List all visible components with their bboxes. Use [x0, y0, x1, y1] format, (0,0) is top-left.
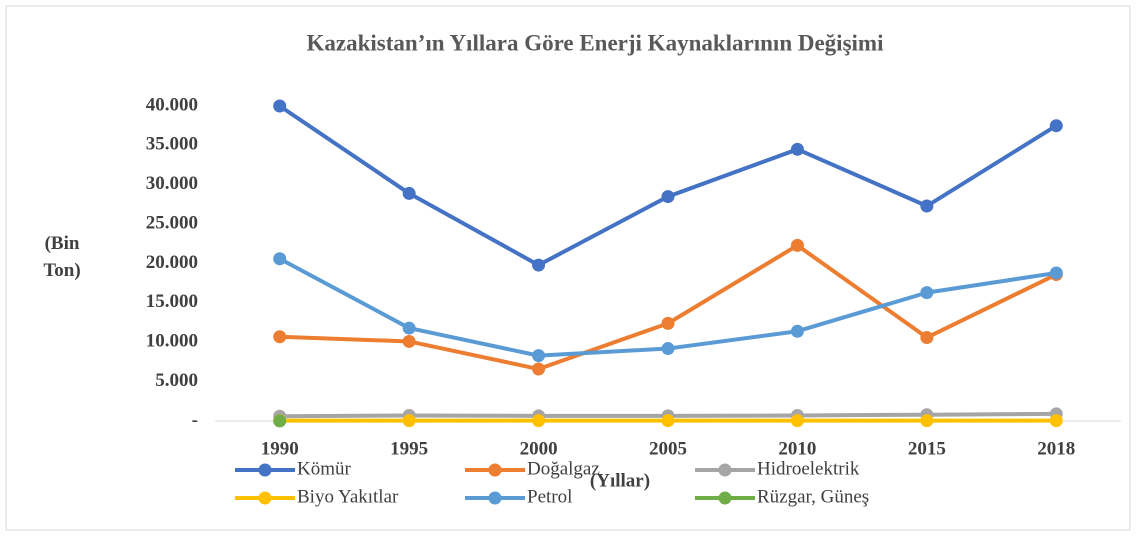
y-tick-label: 30.000	[146, 173, 198, 194]
x-tick-label: 2010	[778, 438, 816, 459]
chart-frame	[5, 5, 1131, 531]
x-tick-label: 2005	[649, 438, 687, 459]
series-marker	[402, 321, 416, 335]
legend-marker	[488, 463, 502, 477]
series-marker	[790, 238, 804, 252]
x-axis-label: (Yıllar)	[590, 470, 650, 491]
series-marker	[1049, 266, 1063, 280]
series-marker	[402, 334, 416, 348]
series-marker	[1049, 119, 1063, 133]
series-marker	[532, 362, 546, 376]
y-tick-label: 15.000	[146, 291, 198, 312]
series-marker	[1049, 414, 1063, 428]
series-marker	[790, 324, 804, 338]
legend-label: Hidroelektrik	[757, 458, 860, 479]
legend-label: Biyo Yakıtlar	[297, 486, 399, 507]
legend-marker	[718, 491, 732, 505]
x-tick-label: 2018	[1037, 438, 1075, 459]
legend-marker	[488, 491, 502, 505]
series-marker	[920, 199, 934, 213]
series-marker	[920, 414, 934, 428]
y-axis-label: (Bin Ton)	[43, 233, 81, 281]
legend-label: Doğalgaz	[527, 458, 600, 479]
series-marker	[532, 258, 546, 272]
legend-label: Rüzgar, Güneş	[757, 486, 869, 507]
y-tick-label: 35.000	[146, 134, 198, 155]
y-tick-label: 20.000	[146, 252, 198, 273]
series-marker	[402, 414, 416, 428]
series-marker	[273, 99, 287, 113]
y-tick-label: 5.000	[155, 370, 198, 391]
y-tick-label: 25.000	[146, 212, 198, 233]
series-marker	[790, 142, 804, 156]
y-tick-label: 40.000	[146, 94, 198, 115]
series-marker	[402, 186, 416, 200]
legend-label: Petrol	[527, 486, 572, 507]
series-marker	[661, 190, 675, 204]
series-marker	[920, 331, 934, 345]
x-tick-label: 2000	[520, 438, 558, 459]
chart-title: Kazakistan’ın Yıllara Göre Enerji Kaynak…	[307, 30, 885, 55]
x-tick-label: 1990	[261, 438, 299, 459]
series-marker	[273, 252, 287, 266]
legend-marker	[258, 463, 272, 477]
series-marker	[920, 286, 934, 300]
legend-marker	[258, 491, 272, 505]
x-tick-label: 2015	[908, 438, 946, 459]
series-marker	[661, 316, 675, 330]
legend-marker	[718, 463, 732, 477]
x-tick-label: 1995	[390, 438, 428, 459]
series-marker	[273, 414, 287, 428]
series-marker	[273, 330, 287, 344]
series-marker	[532, 349, 546, 363]
series-marker	[532, 414, 546, 428]
y-tick-label: 10.000	[146, 331, 198, 352]
series-marker	[661, 342, 675, 356]
series-marker	[790, 414, 804, 428]
legend-label: Kömür	[297, 458, 352, 479]
y-tick-label: -	[192, 409, 198, 430]
series-marker	[661, 414, 675, 428]
